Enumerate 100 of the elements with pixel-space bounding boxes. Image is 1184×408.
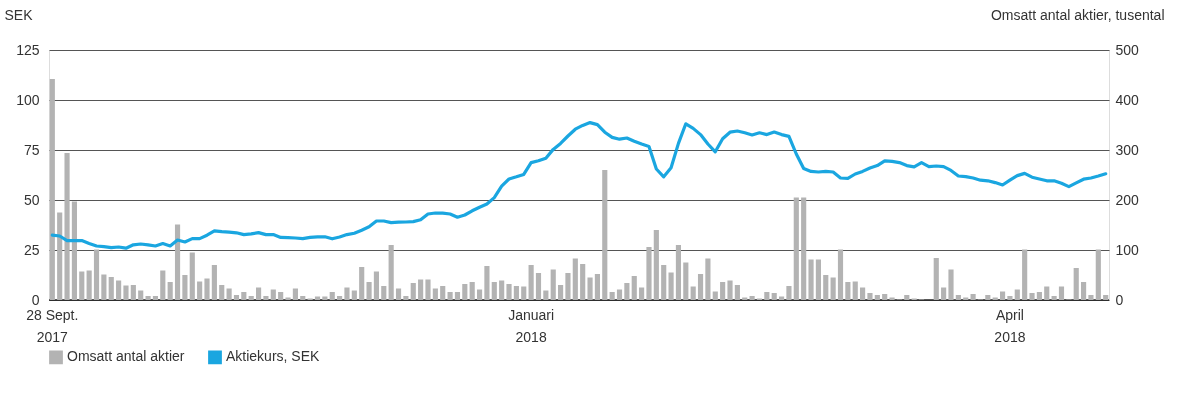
bar xyxy=(211,265,217,300)
bar xyxy=(837,249,844,300)
bar xyxy=(152,296,159,300)
y-tick-label: 75 xyxy=(23,141,40,158)
bar xyxy=(476,289,483,300)
bar xyxy=(1007,296,1013,300)
bar xyxy=(675,245,682,300)
bar xyxy=(410,283,416,300)
bar xyxy=(160,270,166,300)
bar xyxy=(418,279,424,300)
bar xyxy=(521,286,527,300)
y-tick-label: 125 xyxy=(16,41,40,58)
bar xyxy=(462,284,468,300)
bar xyxy=(653,230,659,300)
bar xyxy=(366,282,372,300)
bar xyxy=(624,283,630,300)
bar xyxy=(1058,286,1065,300)
bar xyxy=(123,285,129,300)
bar xyxy=(491,282,497,300)
bar xyxy=(668,272,674,300)
y-tick-label: 100 xyxy=(16,91,40,108)
bar xyxy=(1103,295,1109,300)
bar xyxy=(830,277,836,300)
bar xyxy=(1051,296,1057,300)
y2-tick-label: 100 xyxy=(1115,241,1140,258)
bar xyxy=(233,295,240,300)
bar xyxy=(543,290,549,300)
bar xyxy=(565,273,571,300)
bar xyxy=(955,295,961,300)
bar xyxy=(145,296,151,300)
bar xyxy=(278,292,284,300)
bar xyxy=(535,273,542,300)
bar xyxy=(447,292,453,300)
bar xyxy=(941,287,947,300)
bar xyxy=(248,296,254,300)
bar xyxy=(101,274,107,300)
bar xyxy=(867,293,873,300)
bar xyxy=(116,280,122,300)
bar xyxy=(572,258,578,300)
bar xyxy=(506,284,512,300)
bar xyxy=(749,296,755,300)
y-tick-label: 25 xyxy=(23,241,40,258)
y2-tick-label: 200 xyxy=(1115,191,1140,208)
bar xyxy=(189,252,195,300)
bar xyxy=(639,287,645,300)
y2-tick-label: 500 xyxy=(1115,41,1140,58)
bar xyxy=(734,285,740,300)
bar xyxy=(329,292,335,300)
bar xyxy=(602,170,608,300)
bar xyxy=(933,258,939,300)
bar xyxy=(484,266,490,300)
bar xyxy=(948,269,954,300)
bar xyxy=(226,288,232,300)
y2-axis-title: Omsatt antal aktier, tusental xyxy=(990,6,1165,23)
bar xyxy=(786,286,792,300)
x-tick-label: Januari 2018 xyxy=(508,306,555,345)
bar xyxy=(845,282,851,300)
bar xyxy=(1029,293,1035,300)
bar xyxy=(130,285,136,300)
bar xyxy=(697,274,704,300)
bar xyxy=(292,288,298,300)
y2-tick-label: 300 xyxy=(1115,141,1140,158)
bar xyxy=(204,278,210,300)
bar xyxy=(860,287,866,300)
bar xyxy=(550,269,556,300)
y-axis-title: SEK xyxy=(4,6,34,23)
bar xyxy=(108,277,114,300)
bar xyxy=(558,285,564,300)
bar xyxy=(432,288,438,300)
bar xyxy=(93,249,100,300)
bar xyxy=(815,259,821,300)
bar xyxy=(285,297,291,300)
y2-tick-label: 0 xyxy=(1115,291,1124,308)
bar xyxy=(255,287,262,300)
y-tick-label: 0 xyxy=(31,291,40,308)
bar xyxy=(49,79,55,300)
bar xyxy=(580,264,586,300)
bar xyxy=(351,290,357,300)
legend-label: Aktiekurs, SEK xyxy=(226,348,321,365)
bar xyxy=(337,296,343,300)
bar xyxy=(712,291,718,300)
bar xyxy=(454,292,461,300)
bar xyxy=(1022,249,1028,300)
bar xyxy=(609,292,615,300)
bar xyxy=(1095,249,1101,300)
bar xyxy=(182,275,188,300)
bar xyxy=(889,297,895,300)
bar xyxy=(1073,268,1079,300)
bar xyxy=(381,286,387,300)
bar xyxy=(727,280,733,300)
bar xyxy=(720,282,726,300)
y2-tick-label: 400 xyxy=(1115,91,1140,108)
bar xyxy=(771,293,777,300)
bar xyxy=(882,294,888,300)
bar xyxy=(174,224,181,300)
bar xyxy=(138,290,144,300)
bar xyxy=(1014,289,1020,300)
bar xyxy=(661,265,667,300)
legend-label: Omsatt antal aktier xyxy=(67,348,185,365)
bar xyxy=(970,294,976,300)
